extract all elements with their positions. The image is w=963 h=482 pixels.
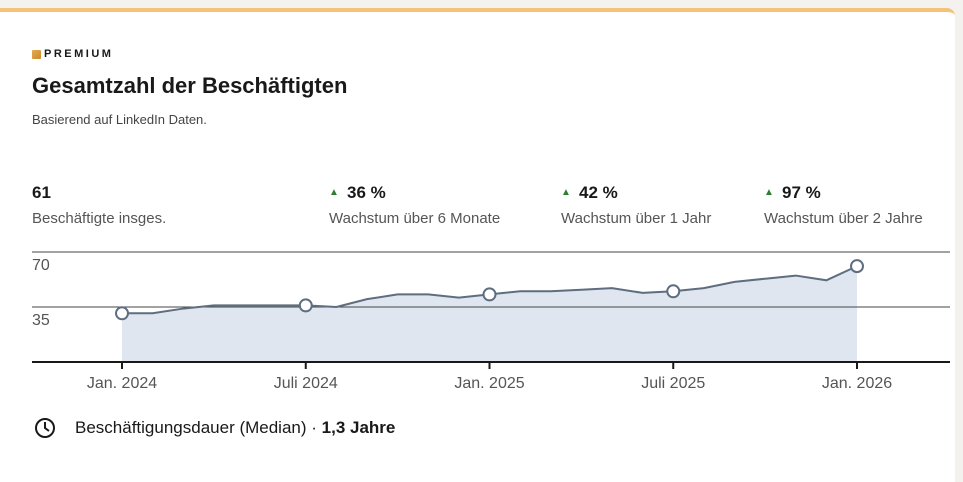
stat-value: 36 % (347, 183, 386, 202)
title: Gesamtzahl der Beschäftigten (32, 73, 348, 98)
premium-badge: PREMIUM (44, 48, 114, 60)
x-tick-label: Jan. 2025 (454, 375, 524, 392)
stat-value: 61 (32, 183, 51, 202)
y-tick-label: 70 (32, 257, 50, 274)
point (666, 284, 681, 299)
up-arrow: ▲ (561, 187, 571, 198)
x-tick-label: Juli 2025 (641, 375, 705, 392)
point (298, 298, 313, 313)
y-tick-label: 35 (32, 312, 50, 329)
stat-label: Beschäftigte insges. (32, 210, 167, 227)
tenure: Beschäftigungsdauer (Median) · 1,3 Jahre (75, 418, 395, 438)
up-arrow: ▲ (329, 187, 339, 198)
stat-value: 42 % (579, 183, 618, 202)
premium-icon (32, 50, 41, 59)
point (482, 287, 497, 302)
stat-label: Wachstum über 6 Monate (329, 210, 501, 227)
card (0, 8, 955, 482)
clock-icon (35, 418, 55, 438)
chart: 35 70 Jan. 2024 Juli 2024 Jan. 2025 Juli 2025… (32, 251, 950, 438)
tenure-label: Beschäftigungsdauer (Median) · (75, 418, 322, 437)
area (122, 266, 857, 362)
x-tick-label: Jan. 2026 (822, 375, 892, 392)
page: PREMIUM Gesamtzahl der Beschäftigten Bas… (0, 8, 955, 482)
up-arrow: ▲ (764, 187, 774, 198)
tenure-value: 1,3 Jahre (321, 418, 396, 437)
x-tick-label: Juli 2024 (274, 375, 338, 392)
x-tick-label: Jan. 2024 (87, 375, 157, 392)
stat-label: Wachstum über 1 Jahr (561, 210, 712, 227)
point (115, 306, 129, 321)
stat-label: Wachstum über 2 Jahre (764, 210, 923, 227)
point (850, 259, 864, 274)
subtitle: Basierend auf LinkedIn Daten. (32, 112, 207, 127)
stat-value: 97 % (782, 183, 821, 202)
